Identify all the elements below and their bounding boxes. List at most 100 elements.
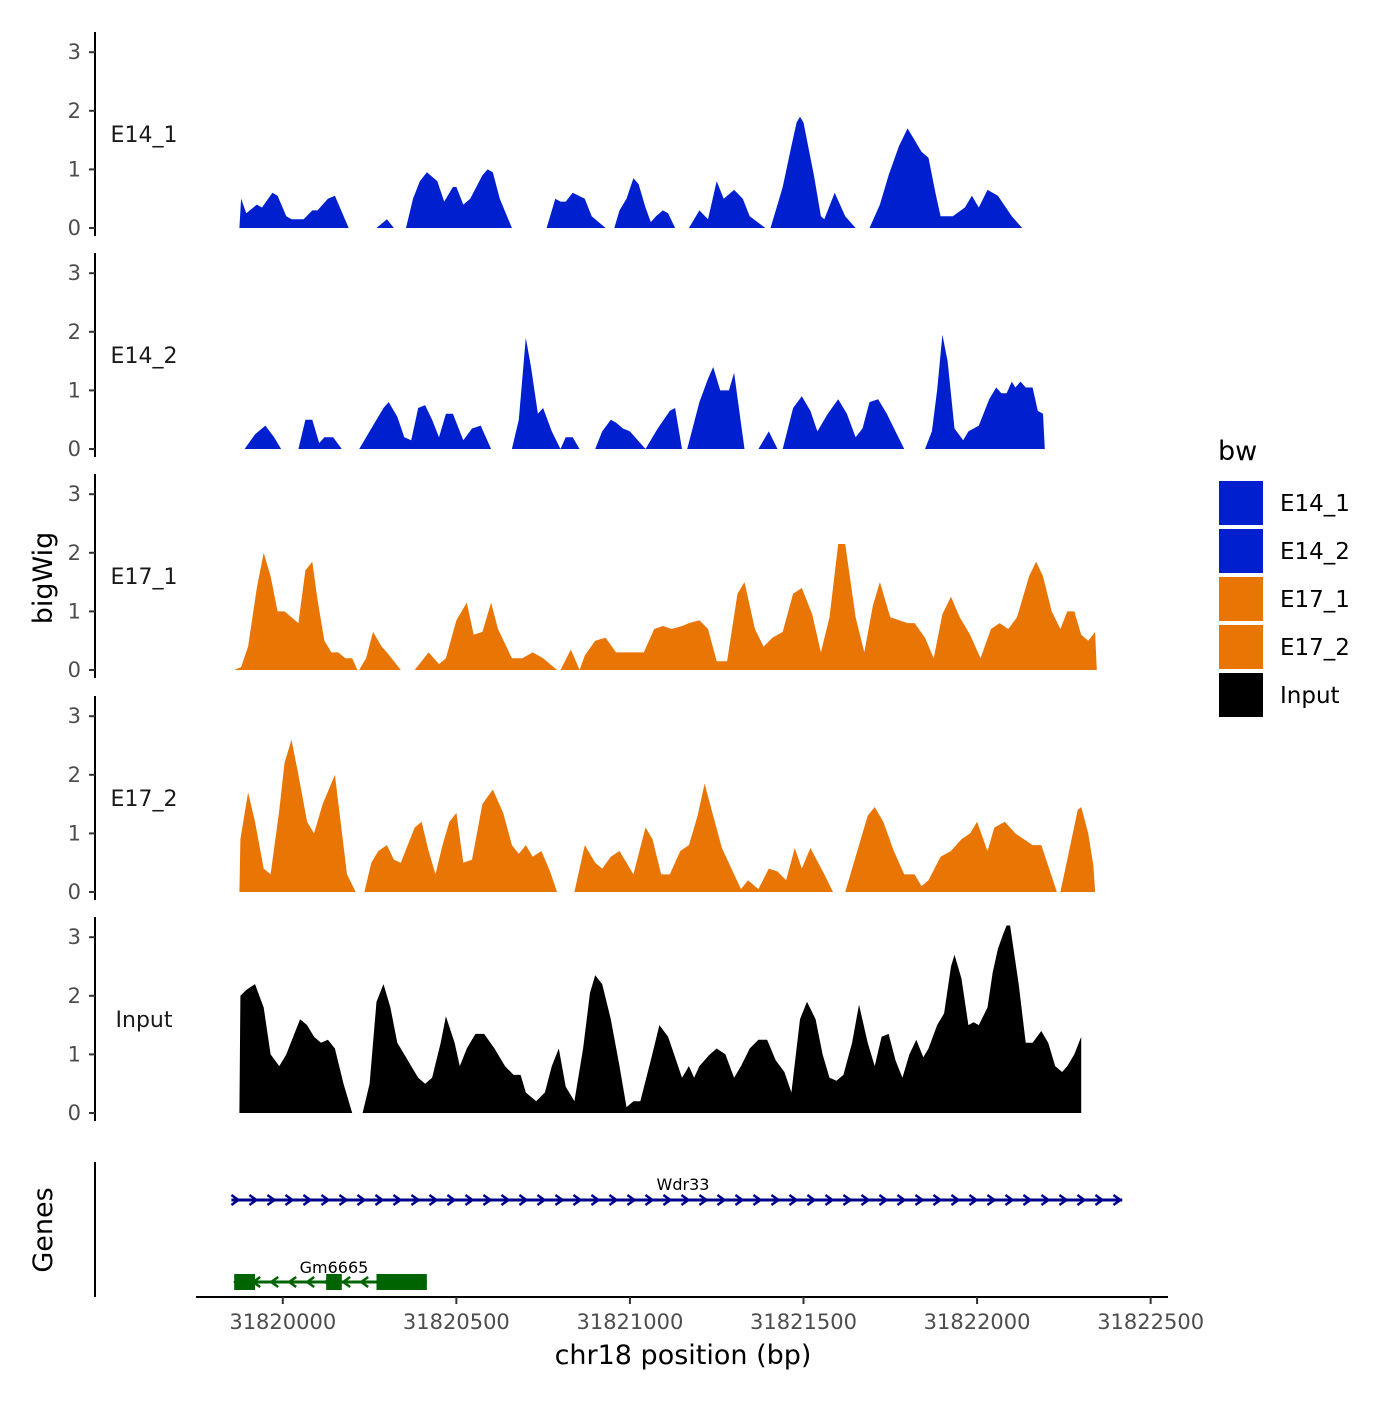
y-tick-label: 1 <box>68 821 81 845</box>
strand-arrow <box>968 1193 979 1207</box>
strand-arrow <box>824 1193 835 1207</box>
coverage-area-e14-1 <box>239 116 1023 228</box>
strand-arrow <box>932 1193 943 1207</box>
y-tick-label: 0 <box>68 1101 81 1125</box>
legend-label-input: Input <box>1280 683 1340 709</box>
strand-arrow <box>608 1193 619 1207</box>
strand-arrow <box>356 1193 367 1207</box>
coverage-area-input <box>239 925 1082 1113</box>
strand-arrow <box>914 1193 925 1207</box>
track-label-input: Input <box>116 1008 173 1033</box>
y-tick-label: 3 <box>68 482 81 506</box>
strand-arrow <box>806 1193 817 1207</box>
panel-e14-2: 0 1 2 3 E14_2 <box>68 253 1045 461</box>
strand-arrow <box>878 1193 889 1207</box>
y-tick-label: 3 <box>68 261 81 285</box>
strand-arrow <box>734 1193 745 1207</box>
legend-title: bw <box>1218 436 1257 467</box>
strand-arrow <box>860 1193 871 1207</box>
strand-arrow <box>842 1193 853 1207</box>
strand-arrow <box>590 1193 601 1207</box>
legend-swatch-e14-2 <box>1217 527 1265 575</box>
y-tick-label: 1 <box>68 1042 81 1066</box>
strand-arrow <box>374 1193 385 1207</box>
y-tick-label: 3 <box>68 704 81 728</box>
strand-arrow <box>266 1193 277 1207</box>
legend-swatch-e14-1 <box>1217 479 1265 527</box>
y-tick-label: 2 <box>68 984 81 1008</box>
y-tick-label: 0 <box>68 658 81 682</box>
legend-label-e17-1: E17_1 <box>1280 587 1350 613</box>
strand-arrow <box>896 1193 907 1207</box>
y-tick-label: 0 <box>68 880 81 904</box>
strand-arrow <box>518 1193 529 1207</box>
strand-arrow <box>626 1193 637 1207</box>
track-label-e14-2: E14_2 <box>111 344 178 369</box>
strand-arrow <box>392 1193 403 1207</box>
exon <box>376 1274 427 1290</box>
strand-arrow <box>359 1275 369 1289</box>
strand-arrow <box>230 1193 241 1207</box>
track-label-e14-1: E14_1 <box>111 123 178 148</box>
signal-panels: 0 1 2 3 E14_1 0 1 2 3 E14_2 0 1 2 3 E17_1 0 1 2 3 E17_2 0 1 2 3… <box>68 32 1097 1125</box>
y-tick-label: 2 <box>68 99 81 123</box>
strand-arrow <box>680 1193 691 1207</box>
legend: bw E14_1 E14_2 E17_1 E17_2 Input <box>1217 436 1350 719</box>
legend-label-e17-2: E17_2 <box>1280 635 1350 661</box>
strand-arrow <box>284 1193 295 1207</box>
gene-panel-title: Genes <box>28 1187 59 1272</box>
x-tick-label: 31820500 <box>403 1310 510 1334</box>
gene-wdr33: Wdr33 <box>230 1175 1123 1207</box>
y-axis-title: bigWig <box>28 532 59 625</box>
strand-arrow <box>1022 1193 1033 1207</box>
strand-arrow <box>446 1193 457 1207</box>
strand-arrow <box>1040 1193 1051 1207</box>
strand-arrow <box>986 1193 997 1207</box>
x-tick-label: 31822500 <box>1097 1310 1204 1334</box>
exon <box>234 1274 256 1290</box>
y-tick-label: 1 <box>68 599 81 623</box>
x-axis-title: chr18 position (bp) <box>555 1340 812 1371</box>
strand-arrow <box>662 1193 673 1207</box>
strand-arrow <box>341 1275 351 1289</box>
x-tick-label: 31821000 <box>576 1310 683 1334</box>
strand-arrow <box>338 1193 349 1207</box>
gene-gm6665: Gm6665 <box>233 1258 427 1290</box>
strand-arrow <box>536 1193 547 1207</box>
x-axis: 31820000 31820500 31821000 31821500 31822000… <box>196 1296 1204 1334</box>
strand-arrow <box>770 1193 781 1207</box>
legend-label-e14-2: E14_2 <box>1280 539 1350 565</box>
legend-swatch-e17-1 <box>1217 575 1265 623</box>
coverage-area-e14-2 <box>244 334 1045 449</box>
strand-arrow <box>248 1193 259 1207</box>
track-label-e17-1: E17_1 <box>111 565 178 590</box>
exon <box>326 1274 342 1290</box>
y-tick-label: 2 <box>68 763 81 787</box>
strand-arrow <box>572 1193 583 1207</box>
strand-arrow <box>500 1193 511 1207</box>
strand-arrow <box>305 1275 315 1289</box>
gene-label: Gm6665 <box>300 1258 369 1277</box>
strand-arrow <box>464 1193 475 1207</box>
strand-arrow <box>1058 1193 1069 1207</box>
strand-arrow <box>950 1193 961 1207</box>
coverage-area-e17-1 <box>234 544 1097 670</box>
strand-arrow <box>320 1193 331 1207</box>
panel-e17-2: 0 1 2 3 E17_2 <box>68 696 1096 904</box>
y-tick-label: 2 <box>68 541 81 565</box>
strand-arrow <box>716 1193 727 1207</box>
legend-swatch-input <box>1217 671 1265 719</box>
strand-arrow <box>410 1193 421 1207</box>
strand-arrow <box>269 1275 279 1289</box>
panel-e17-1: 0 1 2 3 E17_1 <box>68 474 1097 682</box>
x-tick-label: 31820000 <box>229 1310 336 1334</box>
strand-arrow <box>482 1193 493 1207</box>
track-label-e17-2: E17_2 <box>111 787 178 812</box>
legend-swatch-e17-2 <box>1217 623 1265 671</box>
strand-arrow <box>302 1193 313 1207</box>
y-tick-label: 3 <box>68 925 81 949</box>
panel-input: 0 1 2 3 Input <box>68 917 1082 1125</box>
y-tick-label: 3 <box>68 40 81 64</box>
